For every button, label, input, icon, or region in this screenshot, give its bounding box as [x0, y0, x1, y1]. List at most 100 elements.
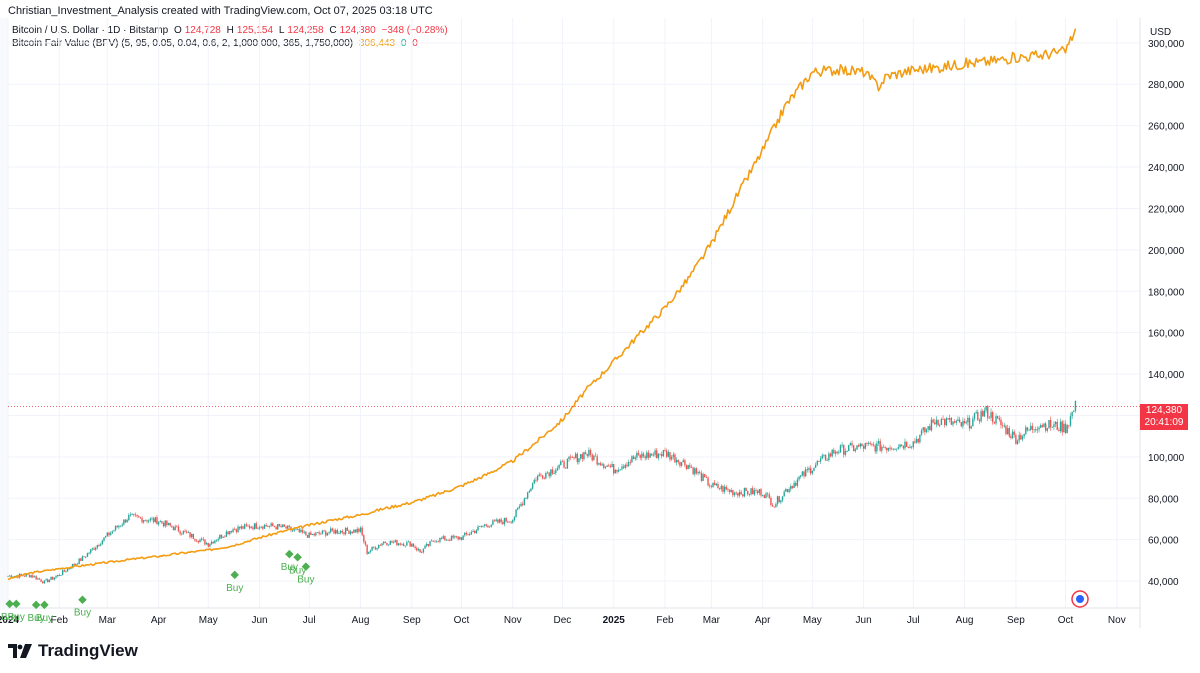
candle-body — [80, 558, 82, 561]
buy-signal-marker — [230, 570, 239, 580]
candle-body — [871, 443, 873, 445]
candle-body — [1051, 426, 1053, 428]
candle-body — [692, 467, 694, 475]
candle-body — [85, 556, 87, 558]
candle-body — [987, 406, 989, 418]
candle-body — [230, 531, 233, 532]
candle-body — [793, 482, 795, 488]
y-tick-label: 80,000 — [1148, 494, 1179, 505]
candle-body — [1030, 425, 1032, 430]
candle-body — [972, 418, 974, 427]
candle-body — [445, 539, 448, 541]
candle-body — [334, 530, 337, 534]
candle-body — [948, 418, 951, 420]
buy-signal-label: Buy — [74, 608, 91, 619]
candle-body — [608, 465, 610, 467]
candle-body — [852, 445, 855, 452]
candle-body — [900, 444, 903, 446]
candle-body — [758, 489, 761, 493]
candle-body — [566, 459, 569, 469]
candle-body — [632, 456, 635, 460]
indicator-value-3: 0 — [412, 38, 418, 49]
candle-body — [636, 452, 638, 458]
candle-body — [76, 563, 79, 565]
candle-body — [30, 575, 32, 578]
candle-body — [306, 534, 309, 538]
event-flag-icon[interactable] — [1071, 590, 1089, 608]
candle-body — [210, 541, 213, 545]
candle-body — [513, 517, 516, 521]
candle-body — [750, 488, 752, 495]
candle-body — [551, 469, 554, 474]
indicator-name[interactable]: Bitcoin Fair Value (BFV) (5, 95, 0.05, 0… — [12, 38, 354, 49]
candle-body — [205, 543, 208, 545]
candle-body — [700, 473, 703, 481]
candle-body — [336, 530, 339, 534]
candle-body — [973, 413, 976, 419]
candle-body — [197, 541, 200, 543]
candle-body — [442, 536, 444, 539]
candle-body — [626, 464, 628, 467]
candle-body — [661, 454, 663, 457]
candle-body — [331, 528, 334, 531]
candle-body — [502, 521, 504, 525]
candle-body — [541, 475, 544, 479]
candle-body — [599, 463, 602, 466]
candle-body — [488, 526, 491, 528]
candle-body — [814, 464, 817, 468]
buy-signal-label: Buy — [226, 583, 243, 594]
x-tick-label: Jun — [251, 615, 267, 626]
candle-body — [702, 474, 704, 481]
candle-body — [253, 523, 256, 530]
candle-body — [844, 451, 847, 455]
candle-body — [836, 451, 838, 454]
candle-body — [728, 489, 731, 493]
candle-body — [485, 524, 487, 526]
candle-body — [1008, 428, 1010, 437]
candle-body — [1018, 434, 1020, 441]
candle-body — [629, 462, 631, 463]
candle-body — [422, 548, 425, 553]
candle-body — [416, 548, 418, 551]
candle-body — [780, 500, 782, 503]
candle-body — [642, 453, 645, 457]
candle-body — [387, 544, 390, 546]
indicator-value: 306,443 — [358, 38, 396, 49]
candle-body — [993, 421, 996, 424]
candle-body — [412, 543, 415, 547]
candle-body — [808, 468, 810, 470]
candle-body — [1041, 425, 1044, 428]
candle-body — [540, 474, 542, 476]
candle-body — [66, 568, 69, 572]
x-tick-label: 2025 — [603, 615, 626, 626]
symbol-name[interactable]: Bitcoin / U.S. Dollar · 1D · Bitstamp — [12, 25, 169, 36]
candle-body — [745, 487, 747, 492]
candle-body — [131, 513, 133, 515]
x-tick-label: Feb — [656, 615, 674, 626]
candle-body — [909, 446, 911, 448]
candle-body — [800, 475, 802, 477]
candle-body — [823, 454, 825, 456]
candle-body — [286, 525, 289, 529]
candle-body — [667, 452, 670, 457]
y-tick-label: 60,000 — [1148, 536, 1179, 547]
candle-body — [968, 417, 971, 429]
candle-body — [133, 513, 135, 515]
candle-body — [434, 541, 436, 543]
time-axis[interactable]: 2024 Feb Mar Apr May Jun Jul Aug Sep Oct Nov Dec 202… — [0, 615, 1126, 626]
tradingview-logo[interactable]: TradingView — [8, 641, 138, 661]
candle-body — [437, 541, 439, 543]
candle-body — [709, 485, 711, 487]
price-axis[interactable]: 40,00060,00080,000100,000120,000140,0001… — [1148, 39, 1185, 588]
candle-body — [910, 446, 913, 448]
candle-body — [1054, 421, 1057, 425]
candle-body — [116, 526, 118, 528]
candle-body — [47, 579, 49, 583]
candle-body — [1061, 421, 1063, 433]
candle-body — [432, 540, 435, 542]
candle-body — [604, 466, 607, 468]
candle-body — [1049, 420, 1052, 428]
currency-label: USD — [1150, 27, 1172, 38]
fair-value-line — [7, 28, 1077, 581]
